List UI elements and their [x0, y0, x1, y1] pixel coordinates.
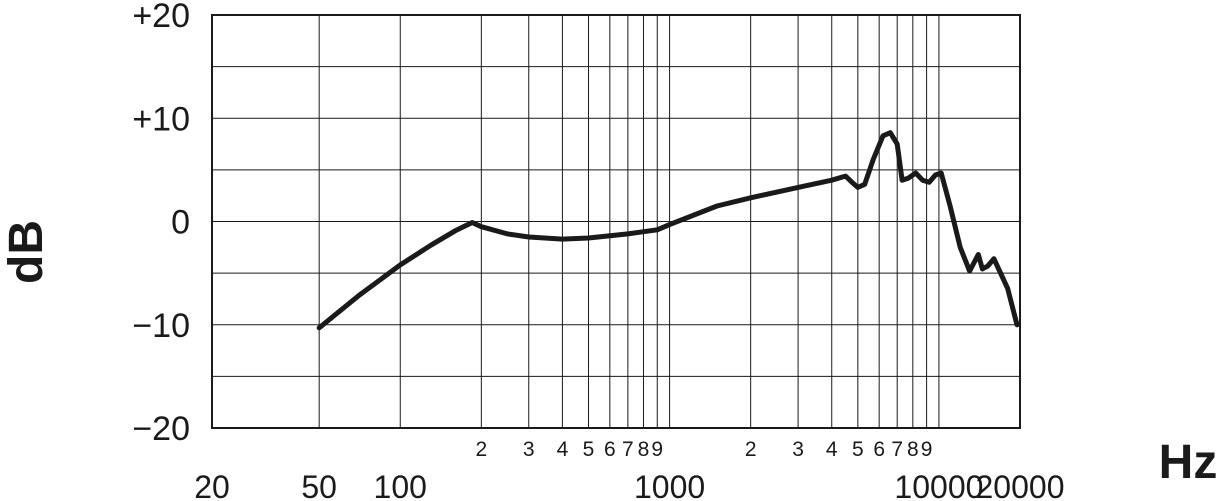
- x-tick-label: 1000: [634, 469, 705, 501]
- x-minor-tick-label: 6: [604, 438, 616, 461]
- x-tick-label: 50: [301, 469, 337, 501]
- x-minor-tick-label: 9: [921, 438, 933, 461]
- y-tick-label: −10: [132, 307, 190, 345]
- y-axis-label: dB: [0, 220, 53, 284]
- curve-layer: [316, 130, 1020, 331]
- x-axis-label: Hz: [1159, 436, 1218, 489]
- plot-frame: [211, 14, 1021, 429]
- x-tick-label: 100: [374, 469, 427, 501]
- x-minor-tick-label: 2: [745, 438, 757, 461]
- x-minor-tick-label: 2: [475, 438, 487, 461]
- x-minor-tick-label: 7: [622, 438, 634, 461]
- y-tick-labels: +20 +10 0 −10 −20: [132, 0, 190, 448]
- x-minor-tick-label: 4: [557, 438, 569, 461]
- frequency-response-line: [316, 130, 1020, 331]
- x-tick-label: 10000: [894, 469, 983, 501]
- y-tick-label: +20: [132, 0, 190, 35]
- y-tick-label: +10: [132, 100, 190, 138]
- x-minor-tick-label: 5: [583, 438, 595, 461]
- grid-layer: [212, 15, 1020, 428]
- x-minor-tick-label: 9: [651, 438, 663, 461]
- x-minor-tick-label: 8: [638, 438, 650, 461]
- x-minor-tick-label: 8: [907, 438, 919, 461]
- y-tick-label: 0: [171, 204, 190, 242]
- x-minor-tick-label: 3: [792, 438, 804, 461]
- x-minor-tick-label: 3: [523, 438, 535, 461]
- x-tick-label: 20: [194, 469, 230, 501]
- y-tick-label: −20: [132, 410, 190, 448]
- x-minor-tick-label: 6: [873, 438, 885, 461]
- x-minor-tick-label: 7: [891, 438, 903, 461]
- x-minor-tick-label: 4: [826, 438, 838, 461]
- x-tick-label: 20000: [976, 469, 1065, 501]
- x-minor-tick-label: 5: [852, 438, 864, 461]
